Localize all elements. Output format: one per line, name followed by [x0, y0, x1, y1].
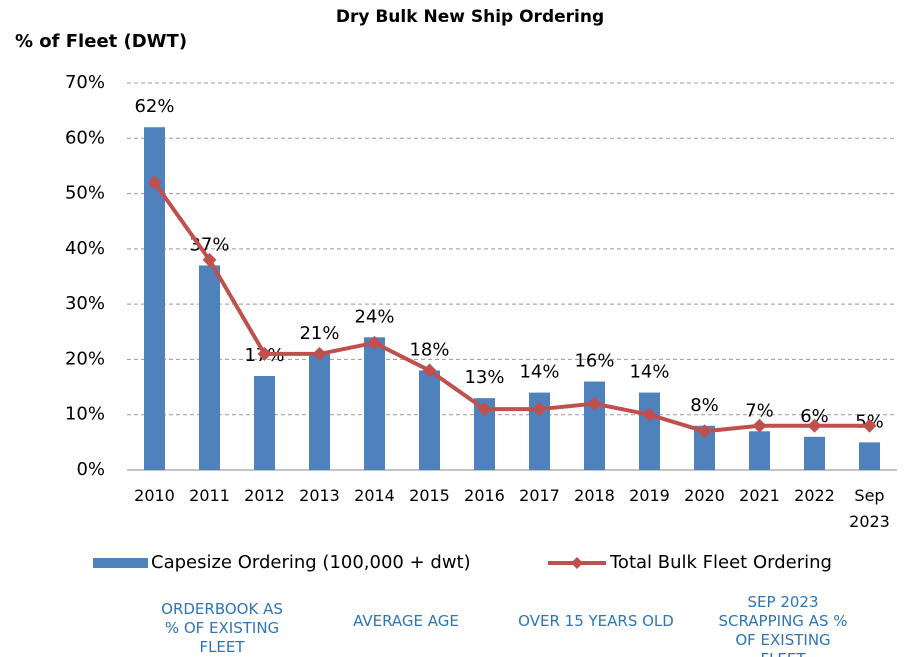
data-label: 14%: [519, 362, 559, 383]
line-marker: [697, 424, 712, 439]
bar: [639, 392, 660, 470]
bar: [254, 376, 275, 470]
y-tick-label: 0%: [76, 459, 105, 480]
data-label: 14%: [629, 362, 669, 383]
line-marker: [312, 346, 327, 361]
line-marker: [422, 363, 437, 378]
bar: [474, 398, 495, 470]
y-axis-label: % of Fleet (DWT): [15, 31, 187, 52]
bar: [199, 265, 220, 470]
bar: [804, 436, 825, 470]
tab[interactable]: SEP 2023 SCRAPPING AS % OF EXISTING FLEE…: [718, 593, 848, 657]
bar: [364, 337, 385, 470]
data-label: 24%: [354, 306, 394, 327]
x-tick-label: 2021: [739, 486, 780, 505]
bar: [529, 392, 550, 470]
tab[interactable]: OVER 15 YEARS OLD: [518, 612, 674, 630]
x-tick-label: 2015: [409, 486, 450, 505]
line-marker: [752, 418, 767, 433]
data-label: 8%: [690, 395, 719, 416]
bar: [144, 127, 165, 470]
data-label: 13%: [464, 367, 504, 388]
y-tick-label: 20%: [65, 348, 105, 369]
data-label: 6%: [800, 406, 829, 427]
x-tick-label: 2022: [794, 486, 835, 505]
bar: [694, 425, 715, 470]
line-marker: [587, 396, 602, 411]
data-label: 37%: [189, 234, 229, 255]
legend-swatch: [93, 558, 148, 568]
bar: [584, 381, 605, 470]
y-tick-label: 70%: [65, 72, 105, 93]
x-tick-label: 2017: [519, 486, 560, 505]
x-tick-label: 2020: [684, 486, 725, 505]
bar: [859, 442, 880, 470]
bar: [309, 353, 330, 470]
data-label: 62%: [134, 96, 174, 117]
x-tick-label: 2014: [354, 486, 395, 505]
tab[interactable]: ORDERBOOK AS % OF EXISTING FLEET: [161, 600, 283, 656]
bar: [749, 431, 770, 470]
legend-swatch: [571, 557, 583, 569]
x-tick-label: 2011: [189, 486, 230, 505]
y-tick-label: 40%: [65, 238, 105, 259]
tab[interactable]: AVERAGE AGE: [353, 612, 459, 630]
x-tick-label: 2010: [134, 486, 175, 505]
legend-label: Total Bulk Fleet Ordering: [609, 552, 832, 573]
y-tick-label: 10%: [65, 404, 105, 425]
x-tick-label: 2016: [464, 486, 505, 505]
line-marker: [807, 418, 822, 433]
line-marker: [477, 402, 492, 417]
y-tick-label: 30%: [65, 293, 105, 314]
x-tick-label: Sep 2023: [849, 486, 890, 531]
x-tick-label: 2013: [299, 486, 340, 505]
y-tick-label: 50%: [65, 183, 105, 204]
data-label: 18%: [409, 339, 449, 360]
line-marker: [257, 346, 272, 361]
line-marker: [532, 402, 547, 417]
x-tick-label: 2019: [629, 486, 670, 505]
line-marker: [147, 175, 162, 190]
line-marker: [202, 252, 217, 267]
line: [152, 181, 870, 434]
data-label: 21%: [299, 323, 339, 344]
y-tick-label: 60%: [65, 127, 105, 148]
chart-title: Dry Bulk New Ship Ordering: [336, 7, 604, 27]
bar: [419, 370, 440, 470]
x-tick-label: 2012: [244, 486, 285, 505]
line-marker: [367, 335, 382, 350]
line-marker: [642, 407, 657, 422]
x-tick-label: 2018: [574, 486, 615, 505]
line-marker: [862, 418, 877, 433]
data-label: 7%: [745, 400, 774, 421]
legend-label: Capesize Ordering (100,000 + dwt): [151, 552, 471, 573]
data-label: 16%: [574, 351, 614, 372]
